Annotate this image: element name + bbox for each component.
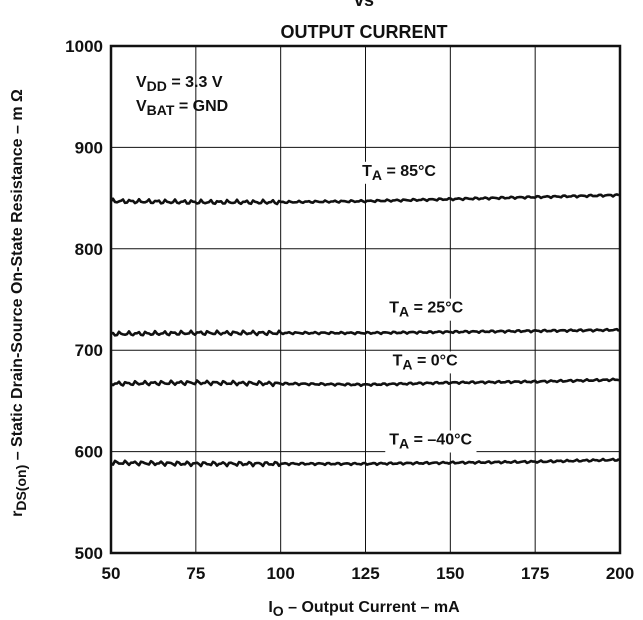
y-axis-label-main: r xyxy=(9,511,26,517)
condition-label-sub: DD xyxy=(147,78,167,94)
series-label-background xyxy=(385,430,477,453)
series-label-sub: A xyxy=(372,167,382,183)
series-layer xyxy=(109,193,620,468)
y-tick-label: 700 xyxy=(75,341,103,360)
series-label: TA = 0°C xyxy=(393,352,458,372)
y-axis-label-rest: – Static Drain-Source On-State Resistanc… xyxy=(9,89,26,465)
x-axis-label-rest: – Output Current – mA xyxy=(284,599,460,616)
series-label-sub: A xyxy=(402,356,412,372)
x-tick-label: 175 xyxy=(521,564,549,583)
tick-labels: 50 75 100 125 150 175 200 500 600 700 800 900 1000 xyxy=(65,37,634,583)
grid xyxy=(111,46,620,553)
series-label-main: T xyxy=(393,352,403,369)
x-tick-label: 125 xyxy=(351,564,379,583)
x-axis-label: IO – Output Current – mA xyxy=(268,599,460,619)
series-label-main: T xyxy=(389,300,399,317)
series-label-rest: = –40°C xyxy=(409,432,472,449)
chart-title-line2: OUTPUT CURRENT xyxy=(281,22,448,42)
series-label-main: T xyxy=(362,163,372,180)
series-label-rest: = 85°C xyxy=(382,163,436,180)
series-label-background xyxy=(388,351,463,374)
y-axis-label: rDS(on) – Static Drain-Source On-State R… xyxy=(9,89,29,517)
series-label-sub: A xyxy=(399,304,409,320)
x-tick-label: 150 xyxy=(436,564,464,583)
y-tick-label: 900 xyxy=(75,138,103,157)
x-axis-label-main: I xyxy=(268,599,272,616)
series-line xyxy=(110,377,620,388)
series-label: TA = –40°C xyxy=(389,432,472,452)
condition-label-main: V xyxy=(136,98,147,115)
series-label-background xyxy=(358,161,441,184)
series-label: TA = 85°C xyxy=(362,163,436,183)
y-tick-label: 500 xyxy=(75,544,103,563)
series-label-background xyxy=(385,298,468,321)
y-tick-label: 800 xyxy=(75,240,103,259)
series-line xyxy=(110,327,620,337)
series-label-sub: A xyxy=(399,436,409,452)
y-axis-label-sub: DS(on) xyxy=(13,465,29,511)
chart-title-line1: vs xyxy=(354,0,374,10)
series-label: TA = 25°C xyxy=(389,300,463,320)
x-tick-label: 75 xyxy=(186,564,205,583)
y-tick-label: 1000 xyxy=(65,37,103,56)
series-label-rest: = 0°C xyxy=(413,352,459,369)
series-line xyxy=(110,457,620,468)
condition-label-main: V xyxy=(136,74,147,91)
condition-label-sub: BAT xyxy=(147,102,175,118)
plot-frame xyxy=(109,44,622,555)
series-line xyxy=(109,193,620,206)
x-tick-label: 200 xyxy=(606,564,634,583)
y-tick-label: 600 xyxy=(75,443,103,462)
condition-label-rest: = 3.3 V xyxy=(167,74,223,91)
condition-label-rest: = GND xyxy=(174,98,228,115)
series-label-rest: = 25°C xyxy=(409,300,463,317)
series-label-main: T xyxy=(389,432,399,449)
condition-label: VDD = 3.3 V xyxy=(136,74,223,94)
x-tick-label: 100 xyxy=(266,564,294,583)
x-axis-label-sub: O xyxy=(273,603,284,619)
condition-label: VBAT = GND xyxy=(136,98,228,118)
x-tick-label: 50 xyxy=(102,564,121,583)
